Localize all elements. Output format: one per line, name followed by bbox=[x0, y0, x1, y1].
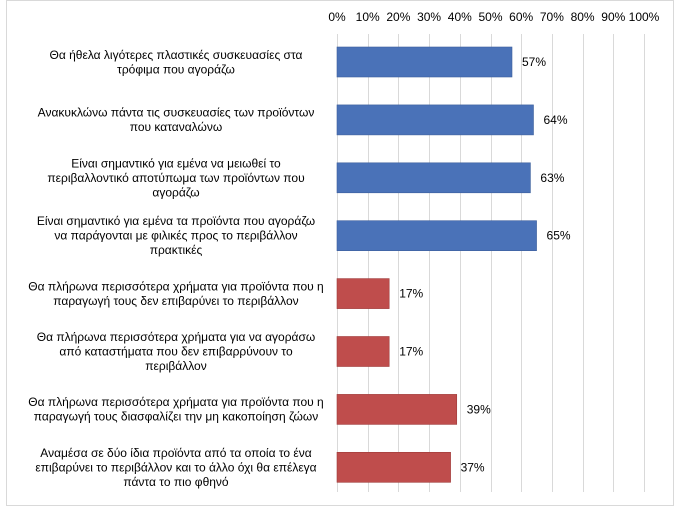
data-label: 65% bbox=[547, 229, 571, 243]
x-tick-label: 40% bbox=[448, 10, 472, 24]
data-label: 17% bbox=[399, 345, 423, 359]
data-label: 57% bbox=[522, 55, 546, 69]
x-tick-label: 80% bbox=[571, 10, 595, 24]
data-label: 63% bbox=[540, 171, 564, 185]
category-label: Θα πλήρωνα περισσότερα χρήματα για προϊό… bbox=[28, 395, 323, 424]
x-tick-label: 20% bbox=[386, 10, 410, 24]
bar bbox=[336, 394, 458, 425]
x-tick-label: 60% bbox=[509, 10, 533, 24]
bar bbox=[336, 104, 534, 136]
category-label: Θα πλήρωνα περισσότερα χρήματα για να αγ… bbox=[37, 330, 316, 373]
category-label: Θα ήθελα λιγότερες πλαστικές συσκευασίες… bbox=[50, 48, 303, 77]
data-labels: 57% 64% 63% 65% 17% 17% 39% 37% bbox=[399, 55, 571, 474]
x-axis-ticks: 0% 10% 20% 30% 40% 50% 60% 70% 80% 90% 100% bbox=[328, 10, 659, 24]
bar bbox=[336, 162, 531, 194]
bar bbox=[336, 278, 390, 309]
bar bbox=[336, 336, 390, 367]
data-label: 17% bbox=[399, 287, 423, 301]
category-label: Αναμέσα σε δύο ίδια προϊόντα από τα οποί… bbox=[35, 446, 316, 489]
x-tick-label: 10% bbox=[356, 10, 380, 24]
bar bbox=[336, 220, 537, 251]
bar bbox=[336, 451, 451, 483]
data-label: 64% bbox=[543, 113, 567, 127]
data-label: 37% bbox=[461, 460, 485, 474]
data-label: 39% bbox=[467, 402, 491, 416]
category-label: Θα πλήρωνα περισσότερα χρήματα για προϊό… bbox=[28, 279, 323, 308]
category-label: Είναι σημαντικό για εμένα να μειωθεί το π… bbox=[47, 156, 304, 199]
category-labels: Θα ήθελα λιγότερες πλαστικές συσκευασίες… bbox=[28, 48, 323, 489]
bars bbox=[336, 46, 537, 483]
x-tick-label: 50% bbox=[478, 10, 502, 24]
x-tick-label: 100% bbox=[629, 10, 660, 24]
category-label: Ανακυκλώνω πάντα τις συσκευασίες των προ… bbox=[38, 106, 315, 134]
x-tick-label: 0% bbox=[328, 10, 346, 24]
category-label: Είναι σημαντικό για εμένα τα προϊόντα πο… bbox=[37, 214, 315, 257]
bar bbox=[336, 46, 513, 78]
x-tick-label: 90% bbox=[601, 10, 625, 24]
x-tick-label: 70% bbox=[540, 10, 564, 24]
x-tick-label: 30% bbox=[417, 10, 441, 24]
